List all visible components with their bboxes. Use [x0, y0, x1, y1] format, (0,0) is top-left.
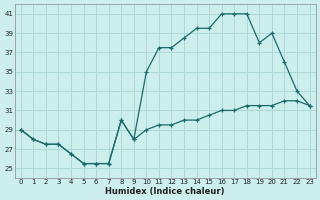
- X-axis label: Humidex (Indice chaleur): Humidex (Indice chaleur): [106, 187, 225, 196]
